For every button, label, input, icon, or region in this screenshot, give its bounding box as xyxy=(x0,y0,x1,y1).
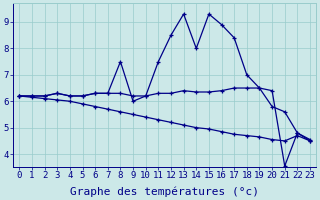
X-axis label: Graphe des températures (°c): Graphe des températures (°c) xyxy=(70,186,259,197)
